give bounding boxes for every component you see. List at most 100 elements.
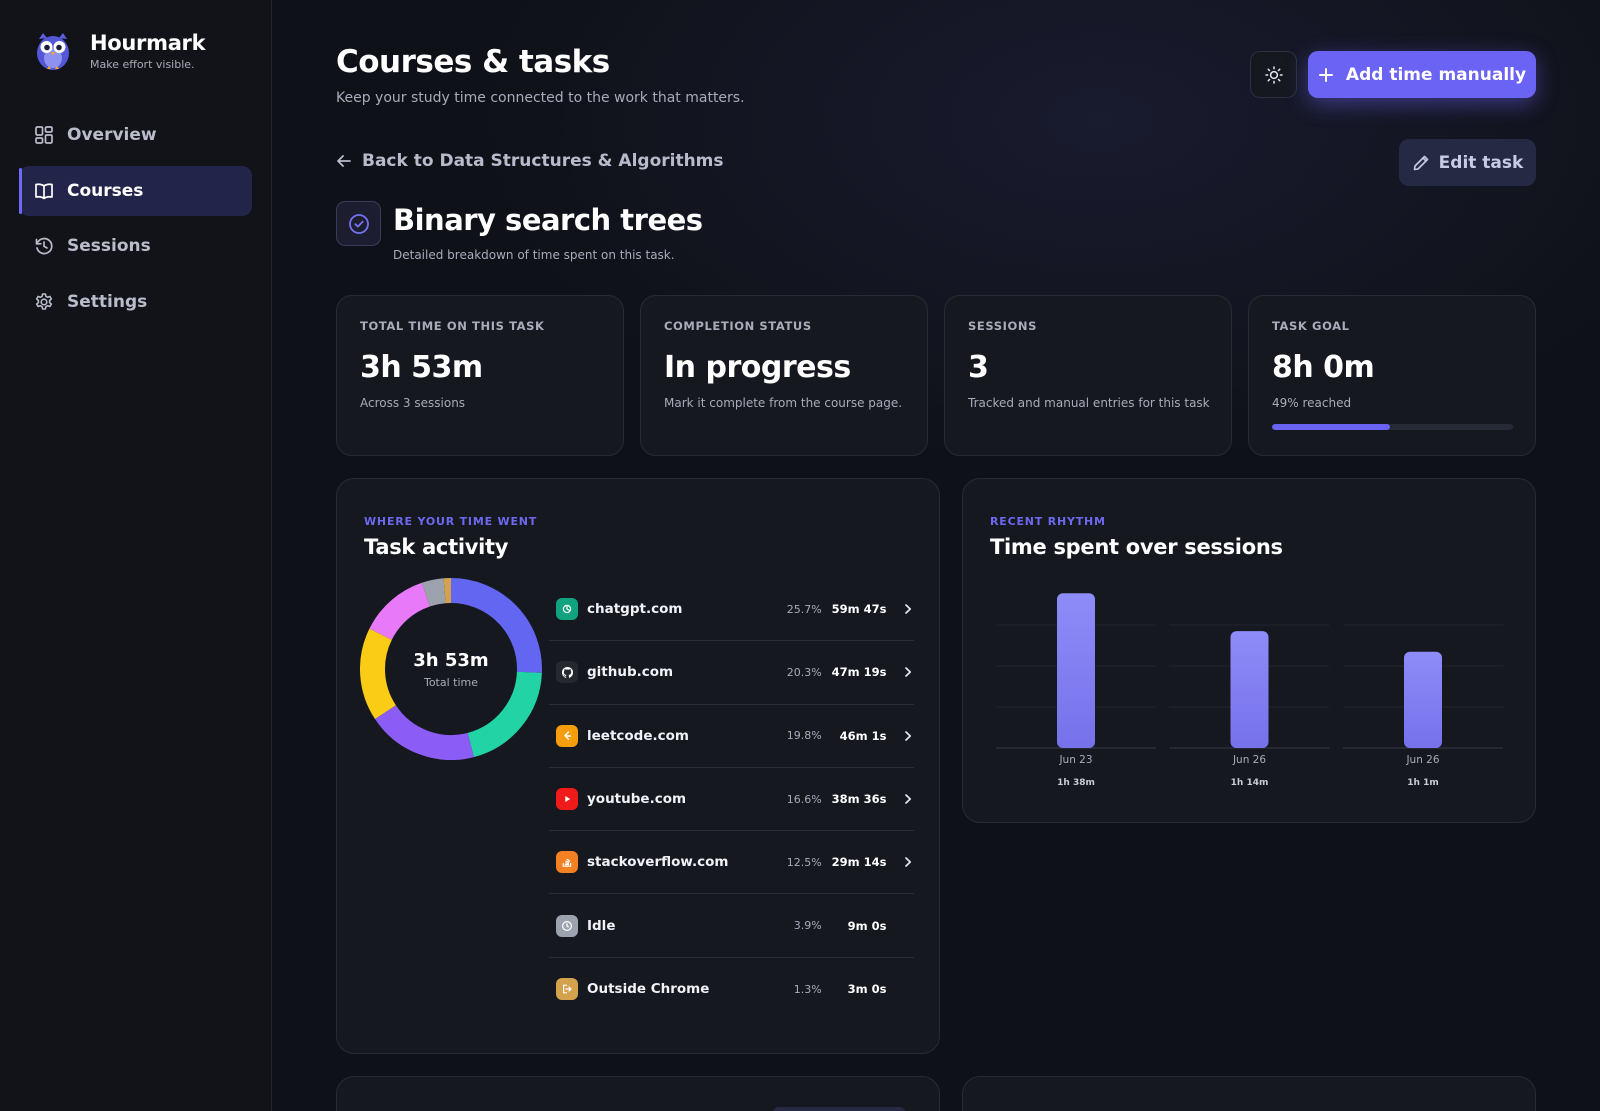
donut-center: 3h 53m Total time xyxy=(360,578,542,760)
task-title: Binary search trees xyxy=(393,203,703,237)
chevron-right-icon[interactable] xyxy=(887,603,915,615)
lower-panel-button[interactable] xyxy=(773,1107,905,1111)
stackoverflow-icon xyxy=(556,851,578,874)
recent-rhythm-panel: Recent rhythm Time spent over sessions J… xyxy=(962,478,1536,823)
sidebar-item-label: Courses xyxy=(67,180,144,201)
stat-card-task-goal: Task goal 8h 0m 49% reached xyxy=(1248,295,1536,456)
stat-card-sessions: Sessions 3 Tracked and manual entries fo… xyxy=(944,295,1232,456)
leetcode-icon xyxy=(556,724,578,747)
chevron-right-icon[interactable] xyxy=(887,730,915,742)
lower-panel-right xyxy=(962,1076,1536,1111)
page-title: Courses & tasks xyxy=(336,44,610,80)
stat-note: Tracked and manual entries for this task xyxy=(968,396,1210,410)
lower-panel-left xyxy=(336,1076,940,1111)
task-subtitle: Detailed breakdown of time spent on this… xyxy=(393,248,675,262)
arrow-left-icon xyxy=(336,153,352,169)
activity-row[interactable]: chatgpt.com 25.7% 59m 47s xyxy=(549,578,915,642)
activity-row[interactable]: youtube.com 16.6% 38m 36s xyxy=(549,768,915,832)
activity-row[interactable]: leetcode.com 19.8% 46m 1s xyxy=(549,705,914,768)
stat-note: 49% reached xyxy=(1272,396,1352,410)
section-title: Time spent over sessions xyxy=(990,535,1283,559)
chevron-right-icon[interactable] xyxy=(887,856,915,868)
back-link-label: Back to Data Structures & Algorithms xyxy=(362,151,724,171)
stat-value: In progress xyxy=(664,350,851,385)
donut-slice xyxy=(421,578,446,607)
exit-icon xyxy=(556,978,578,1001)
bar-value-label: 1h 38m xyxy=(1057,778,1095,788)
stat-label: Sessions xyxy=(968,319,1037,333)
clock-icon xyxy=(556,914,578,937)
session-bar[interactable] xyxy=(1404,651,1442,748)
edit-task-button[interactable]: Edit task xyxy=(1399,139,1536,186)
activity-name: Outside Chrome xyxy=(587,981,710,998)
activity-time: 47m 19s xyxy=(831,665,887,680)
activity-donut-chart: 3h 53m Total time xyxy=(360,578,542,760)
activity-percent: 19.8% xyxy=(786,729,822,743)
owl-logo-icon xyxy=(37,33,69,70)
activity-percent: 20.3% xyxy=(786,665,822,679)
stat-card-total-time: Total time on this task 3h 53m Across 3 … xyxy=(336,295,624,456)
stat-label: Total time on this task xyxy=(360,319,545,333)
activity-percent: 12.5% xyxy=(786,855,822,869)
donut-slice xyxy=(467,671,542,758)
bar-date-label: Jun 26 xyxy=(1232,754,1266,766)
donut-slice xyxy=(450,578,542,673)
stat-card-completion-status: Completion status In progress Mark it co… xyxy=(640,295,928,456)
activity-time: 46m 1s xyxy=(839,728,887,743)
add-time-label: Add time manually xyxy=(1345,64,1527,85)
history-icon xyxy=(34,236,54,256)
activity-row[interactable]: github.com 20.3% 47m 19s xyxy=(549,641,915,705)
bar-date-label: Jun 26 xyxy=(1405,754,1439,766)
bar-value-label: 1h 14m xyxy=(1231,778,1269,788)
edit-task-label: Edit task xyxy=(1438,152,1524,173)
brand[interactable]: Hourmark Make effort visible. xyxy=(34,30,206,72)
activity-name: youtube.com xyxy=(587,791,687,808)
donut-total-label: Total time xyxy=(423,675,479,689)
session-bar[interactable] xyxy=(1230,631,1269,748)
section-kicker: Recent rhythm xyxy=(990,515,1106,528)
activity-time: 59m 47s xyxy=(831,602,887,617)
donut-slice xyxy=(374,704,474,760)
activity-row[interactable]: stackoverflow.com 12.5% 29m 14s xyxy=(549,831,915,895)
chevron-right-icon[interactable] xyxy=(887,793,915,805)
task-status-check[interactable] xyxy=(336,201,381,246)
theme-toggle-button[interactable] xyxy=(1250,51,1297,98)
bar-value-label: 1h 1m xyxy=(1407,778,1438,788)
sidebar-nav: Overview Courses Sessions Settings xyxy=(19,110,252,332)
sidebar: Hourmark Make effort visible. Overview C… xyxy=(0,0,272,1111)
stat-note: Mark it complete from the course page. xyxy=(664,396,903,410)
donut-slice xyxy=(369,582,431,641)
session-bar[interactable] xyxy=(1057,593,1095,748)
check-circle-icon xyxy=(348,213,369,234)
activity-list: chatgpt.com 25.7% 59m 47s github.com 20.3% 47… xyxy=(549,578,914,1021)
activity-name: chatgpt.com xyxy=(587,601,683,618)
activity-row: Idle 3.9% 9m 0s xyxy=(549,894,914,958)
chevron-right-icon[interactable] xyxy=(887,666,915,678)
add-time-manually-button[interactable]: Add time manually xyxy=(1308,51,1536,98)
activity-name: stackoverflow.com xyxy=(587,854,729,871)
donut-slice xyxy=(360,628,397,720)
stat-label: Completion status xyxy=(664,319,812,333)
chatgpt-icon xyxy=(556,598,578,621)
github-icon xyxy=(556,661,578,684)
bar-date-label: Jun 23 xyxy=(1058,754,1092,766)
goal-progress-fill xyxy=(1272,424,1391,430)
activity-name: Idle xyxy=(587,917,616,934)
back-to-course-link[interactable]: Back to Data Structures & Algorithms xyxy=(336,151,724,171)
activity-name: github.com xyxy=(587,664,674,681)
stat-label: Task goal xyxy=(1272,319,1350,333)
sidebar-item-settings[interactable]: Settings xyxy=(19,277,252,327)
sidebar-item-sessions[interactable]: Sessions xyxy=(19,221,252,271)
brand-tagline: Make effort visible. xyxy=(90,58,195,71)
sidebar-item-overview[interactable]: Overview xyxy=(19,110,252,160)
stat-note: Across 3 sessions xyxy=(360,396,466,410)
section-title: Task activity xyxy=(364,535,509,559)
book-icon xyxy=(34,181,54,201)
stat-value: 3h 53m xyxy=(360,350,483,385)
sidebar-item-label: Sessions xyxy=(67,236,151,256)
task-activity-panel: Where your time went Task activity 3h 53… xyxy=(336,478,940,1054)
youtube-icon xyxy=(556,788,578,811)
activity-time: 3m 0s xyxy=(847,982,887,997)
activity-percent: 25.7% xyxy=(786,602,822,616)
sidebar-item-courses[interactable]: Courses xyxy=(19,165,252,216)
